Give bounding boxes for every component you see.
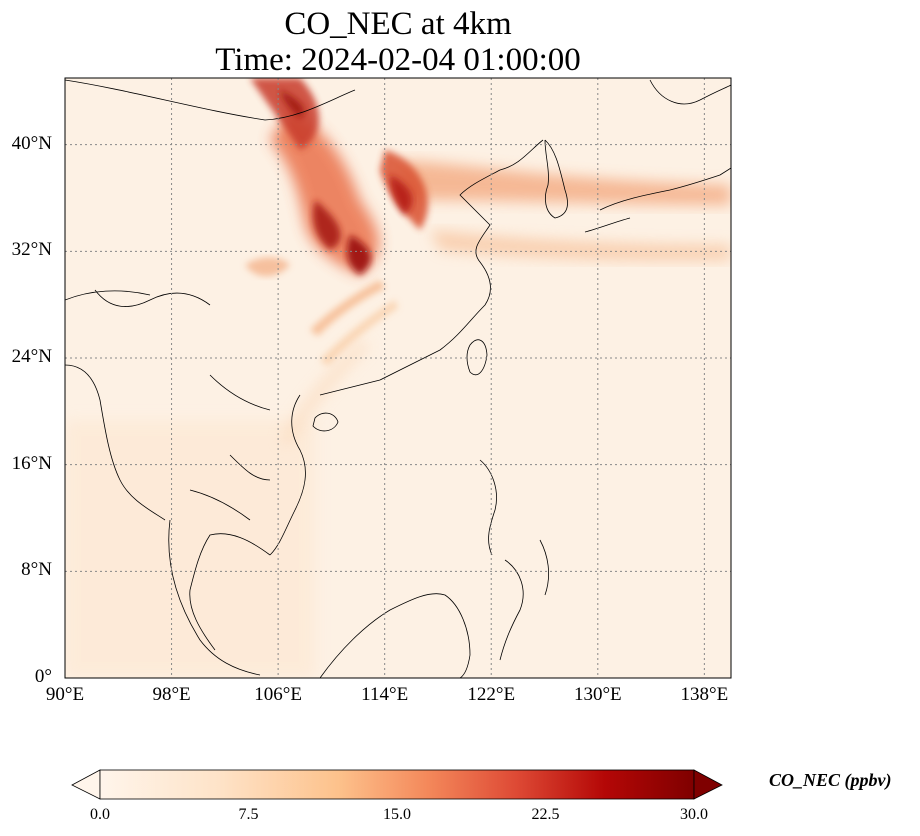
lon-tick-label: 98°E [152, 684, 191, 705]
lat-tick-label: 0° [34, 666, 52, 687]
colorbar-tick-label: 7.5 [238, 806, 259, 823]
colorbar-extend-max [693, 769, 723, 800]
lat-tick-label: 16°N [11, 452, 52, 474]
map-title: CO_NEC at 4km [284, 6, 512, 42]
lon-tick-label: 122°E [467, 684, 516, 705]
coastlines [65, 79, 731, 678]
colorbar-label: CO_NEC (ppbv) [769, 770, 892, 790]
map-gridlines [65, 78, 731, 678]
colorbar-tick-label: 22.5 [531, 806, 560, 823]
lon-tick-label: 106°E [254, 684, 302, 705]
lat-tick-label: 8°N [21, 559, 52, 581]
lat-tick-label: 24°N [11, 346, 52, 367]
lon-tick-label: 130°E [573, 684, 622, 705]
lon-tick-label: 114°E [361, 684, 409, 705]
lat-tick-label: 40°N [11, 132, 52, 154]
colorbar-tick-label: 0.0 [90, 806, 110, 823]
colorbar [99, 769, 695, 800]
map-subtitle: Time: 2024-02-04 01:00:00 [215, 42, 581, 78]
colorbar-tick-label: 30.0 [680, 806, 708, 823]
colorbar-tick-label: 15.0 [383, 806, 411, 823]
lat-tick-label: 32°N [11, 239, 52, 261]
concentration-field [65, 78, 731, 678]
map-frame [64, 77, 732, 679]
colorbar-extend-min [71, 769, 101, 800]
lon-tick-label: 90°E [45, 684, 85, 705]
lon-tick-label: 138°E [680, 684, 729, 705]
